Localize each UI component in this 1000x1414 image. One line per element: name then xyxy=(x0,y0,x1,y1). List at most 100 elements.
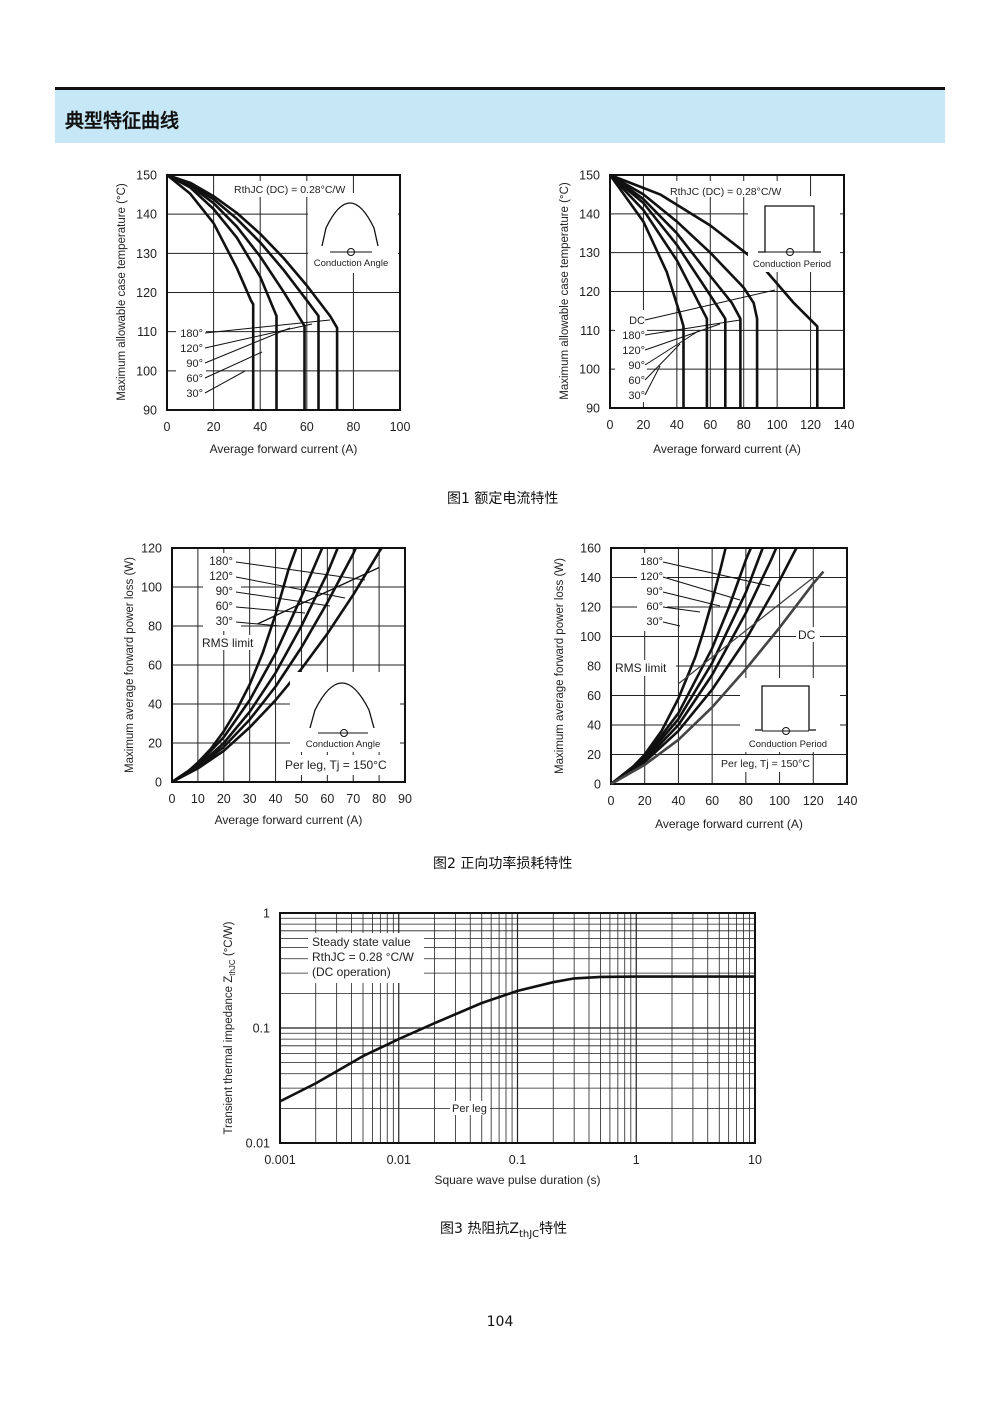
figure-3-caption-prefix: 图3 热阻抗Z xyxy=(440,1221,519,1237)
conduction-period-waveform xyxy=(758,205,821,253)
series-label: 90° xyxy=(628,360,645,372)
section-title: 典型特征曲线 xyxy=(65,110,180,132)
y-tick-label: 100 xyxy=(141,581,162,595)
y-tick-label: 90 xyxy=(586,402,600,416)
series-label: DC xyxy=(629,315,645,327)
plot-frame xyxy=(166,174,401,411)
figure-2-caption: 图2 正向功率损耗特性 xyxy=(433,856,573,872)
leader-line xyxy=(204,327,291,364)
y-tick-label: 0 xyxy=(594,778,601,792)
x-tick-label: 40 xyxy=(253,420,267,434)
series-label: 60° xyxy=(628,375,645,387)
y-tick-label: 120 xyxy=(579,285,600,299)
figure-3-caption: 图3 热阻抗ZthJC特性 xyxy=(440,1218,567,1240)
y-tick-label: 80 xyxy=(148,620,162,634)
leader-line xyxy=(235,576,346,599)
x-tick-label: 100 xyxy=(769,794,790,808)
series-line-120 xyxy=(166,173,320,410)
page-number: 104 xyxy=(486,1314,514,1330)
series-label: 180° xyxy=(180,328,203,340)
steady-state-label: Steady state value xyxy=(312,935,411,949)
y-tick-label: 40 xyxy=(587,719,601,733)
x-tick-label: 140 xyxy=(837,794,858,808)
series-label: 120° xyxy=(622,345,645,357)
plot-frame xyxy=(610,547,848,785)
series-line-60 xyxy=(171,547,324,784)
series-label: 30° xyxy=(646,616,663,628)
x-tick-label: 40 xyxy=(670,418,684,432)
inset-label: Conduction Period xyxy=(749,739,827,750)
label-backdrop xyxy=(203,553,241,631)
x-tick-label: 0.001 xyxy=(264,1153,295,1167)
conduction-angle-waveform xyxy=(321,202,379,247)
per-leg-label: Per leg, Tj = 150°C xyxy=(721,758,810,770)
label-backdrop xyxy=(282,755,400,775)
x-tick-label: 60 xyxy=(300,420,314,434)
x-tick-label: 40 xyxy=(671,794,685,808)
label-backdrop xyxy=(637,553,667,631)
plot-frame xyxy=(171,547,406,783)
x-tick-label: 120 xyxy=(803,794,824,808)
label-backdrop xyxy=(308,193,398,273)
conduction-period-waveform xyxy=(755,685,816,731)
y-tick-label: 100 xyxy=(580,630,601,644)
figure-3-caption-suffix: 特性 xyxy=(539,1221,568,1237)
series-line-120 xyxy=(171,547,357,784)
label-backdrop xyxy=(718,755,812,772)
leader-line xyxy=(662,591,721,607)
x-tick-label: 0 xyxy=(169,792,176,806)
leader-line xyxy=(235,621,281,627)
per-leg-label: Per leg, Tj = 150°C xyxy=(285,758,387,772)
x-tick-label: 80 xyxy=(372,792,386,806)
y-tick-label: 100 xyxy=(579,363,600,377)
x-tick-label: 0 xyxy=(608,794,615,808)
x-tick-label: 40 xyxy=(269,792,283,806)
rms-limit-label: RMS limit xyxy=(615,661,667,675)
y-axis-label: Maximum allowable case temperature (°C) xyxy=(116,183,128,401)
series-label: 120° xyxy=(209,571,233,583)
x-axis-label: Average forward current (A) xyxy=(210,442,358,456)
label-backdrop xyxy=(290,672,400,752)
series-line-90 xyxy=(609,174,727,408)
x-axis-label: Average forward current (A) xyxy=(215,813,363,827)
y-tick-label: 110 xyxy=(580,324,600,338)
series-line-120 xyxy=(609,173,742,408)
plot-frame xyxy=(609,174,845,409)
x-tick-label: 100 xyxy=(767,418,788,432)
y-tick-label: 60 xyxy=(587,689,601,703)
x-tick-label: 20 xyxy=(638,794,652,808)
y-tick-label: 90 xyxy=(143,404,157,418)
leader-line xyxy=(204,323,313,349)
x-tick-label: 0.1 xyxy=(509,1153,526,1167)
leader-line xyxy=(644,365,661,396)
phi-symbol xyxy=(786,248,794,256)
x-tick-label: 80 xyxy=(346,420,360,434)
series-label: 30° xyxy=(186,388,203,400)
inset-label: Conduction Angle xyxy=(306,739,380,750)
y-tick-label: 130 xyxy=(579,246,600,260)
y-tick-label: 0.1 xyxy=(253,1022,270,1036)
x-tick-label: 100 xyxy=(390,420,411,434)
inset-label: Conduction Angle xyxy=(314,258,388,269)
y-axis-label: Maximum average forward power loss (W) xyxy=(124,557,136,773)
series-label: 60° xyxy=(216,601,233,613)
x-tick-label: 60 xyxy=(320,792,334,806)
y-tick-label: 0.01 xyxy=(246,1137,270,1151)
leader-line xyxy=(235,591,331,607)
section-header xyxy=(55,90,945,143)
phi-symbol xyxy=(340,729,348,737)
x-tick-label: 1 xyxy=(633,1153,640,1167)
conduction-angle-waveform xyxy=(309,682,375,729)
leader-line xyxy=(662,561,771,587)
y-tick-label: 140 xyxy=(580,571,601,585)
x-tick-label: 80 xyxy=(739,794,753,808)
dc-operation-label: (DC operation) xyxy=(312,965,391,979)
x-tick-label: 0 xyxy=(607,418,614,432)
series-line-rmslimit xyxy=(257,566,380,625)
series-line-60 xyxy=(166,173,278,410)
series-label: 30° xyxy=(628,390,645,402)
y-axis-label-sub: thJC xyxy=(228,959,237,976)
label-backdrop xyxy=(668,181,788,197)
y-tick-label: 60 xyxy=(148,659,162,673)
